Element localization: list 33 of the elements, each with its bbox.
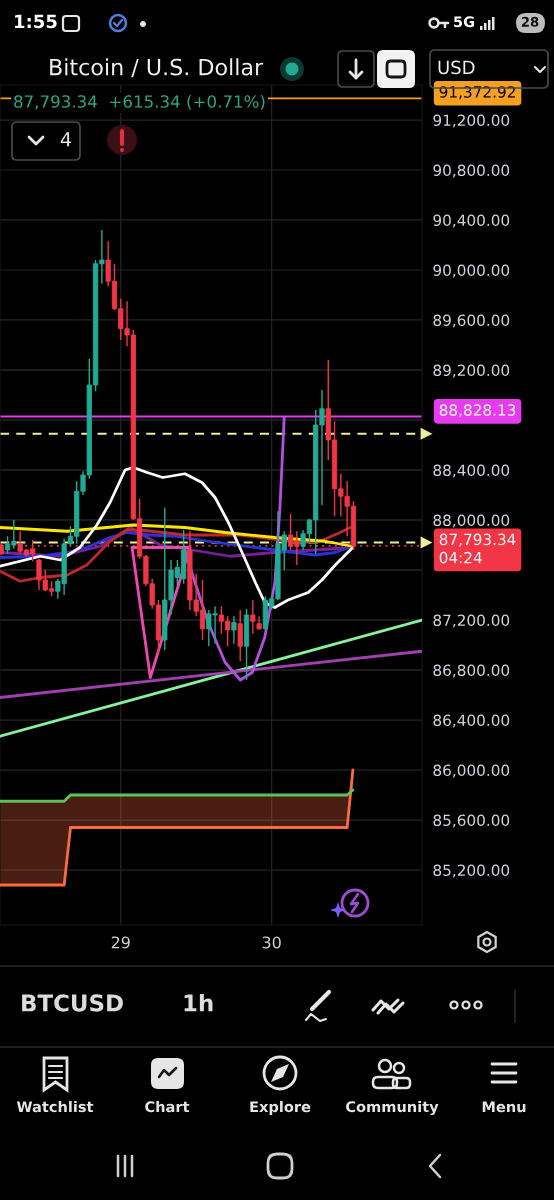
text: 1:55	[15, 14, 57, 29]
y-tick-label: 89,600.00	[433, 314, 510, 328]
y-tick-label: 87,200.00	[433, 614, 510, 628]
y-tick-label: 86,800.00	[433, 664, 510, 678]
y-tick-label: 89,200.00	[433, 364, 510, 378]
x-tick-label: 29	[111, 936, 130, 949]
text: Explore	[250, 1100, 311, 1116]
text: Watchlist	[16, 1100, 94, 1113]
text: USD	[438, 60, 475, 75]
y-tick-label: 85,200.00	[433, 864, 510, 878]
text: Menu	[482, 1101, 526, 1113]
ref-line-label: 91,372.92	[439, 86, 515, 100]
y-tick-label: 85,600.00	[433, 814, 510, 828]
y-tick-label: 91,200.00	[433, 114, 510, 128]
text: Chart	[145, 1100, 190, 1113]
text: 28	[521, 16, 539, 27]
y-tick-label: 88,000.00	[433, 514, 510, 528]
x-tick-label: 30	[262, 936, 281, 949]
y-tick-label: 90,000.00	[433, 264, 510, 278]
y-tick-label: 86,400.00	[433, 714, 510, 728]
text: 5G	[454, 16, 474, 28]
ref-line-label: 87,793.34 04:24	[439, 533, 516, 564]
y-tick-label: 86,000.00	[433, 764, 510, 778]
text: BTCUSD	[22, 994, 123, 1012]
text: 87,793.34 +615.34 (+0.71%)	[14, 94, 265, 110]
text: 1h	[184, 993, 213, 1012]
y-tick-label: 88,400.00	[433, 464, 510, 478]
y-tick-label: 90,800.00	[433, 164, 510, 178]
chart-title: Bitcoin / U.S. Dollar	[50, 58, 264, 78]
y-tick-label: 90,400.00	[433, 214, 510, 228]
annotation: 4	[60, 132, 72, 147]
ref-line-label: 88,828.13	[439, 404, 516, 418]
text: Community	[346, 1100, 439, 1116]
